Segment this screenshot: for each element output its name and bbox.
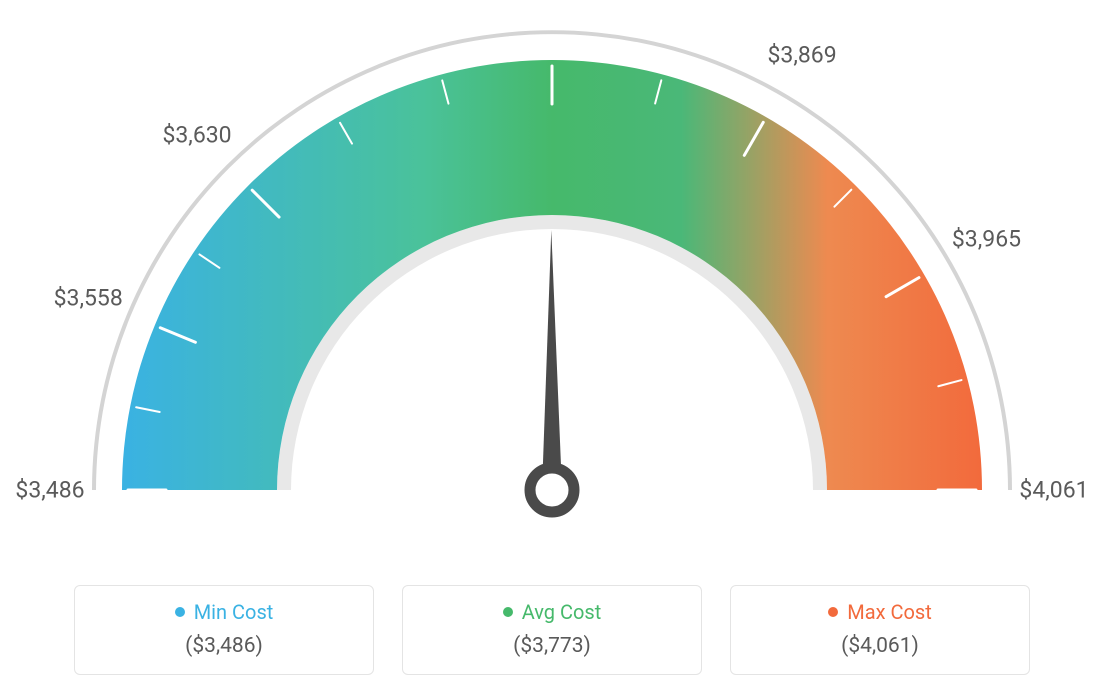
legend-value: ($4,061): [741, 634, 1019, 658]
legend-value: ($3,773): [413, 634, 691, 658]
legend-card: Min Cost ($3,486): [74, 585, 374, 675]
legend-title: Max Cost: [847, 600, 932, 624]
gauge-tick-label: $4,061: [1019, 477, 1088, 504]
legend-value: ($3,486): [85, 634, 363, 658]
gauge-tick-label: $3,773: [517, 0, 586, 2]
gauge-tick-label: $3,486: [15, 477, 84, 504]
legend-dot-icon: [503, 607, 513, 617]
gauge-tick-label: $3,869: [767, 41, 836, 68]
legend-title-row: Max Cost: [741, 600, 1019, 624]
gauge-svg: [0, 0, 1104, 560]
legend-title: Min Cost: [194, 600, 274, 624]
gauge-tick-label: $3,558: [54, 284, 123, 311]
legend-title-row: Avg Cost: [413, 600, 691, 624]
legend-title: Avg Cost: [522, 600, 602, 624]
legend-row: Min Cost ($3,486) Avg Cost ($3,773) Max Cost…: [0, 585, 1104, 675]
legend-dot-icon: [175, 607, 185, 617]
legend-card: Max Cost ($4,061): [730, 585, 1030, 675]
legend-title-row: Min Cost: [85, 600, 363, 624]
legend-card: Avg Cost ($3,773): [402, 585, 702, 675]
legend-dot-icon: [828, 607, 838, 617]
gauge-tick-label: $3,630: [162, 122, 231, 149]
gauge-chart: $3,486 $3,558 $3,630 $3,773 $3,869 $3,965 $4,0…: [0, 0, 1104, 560]
gauge-tick-label: $3,965: [952, 225, 1021, 252]
